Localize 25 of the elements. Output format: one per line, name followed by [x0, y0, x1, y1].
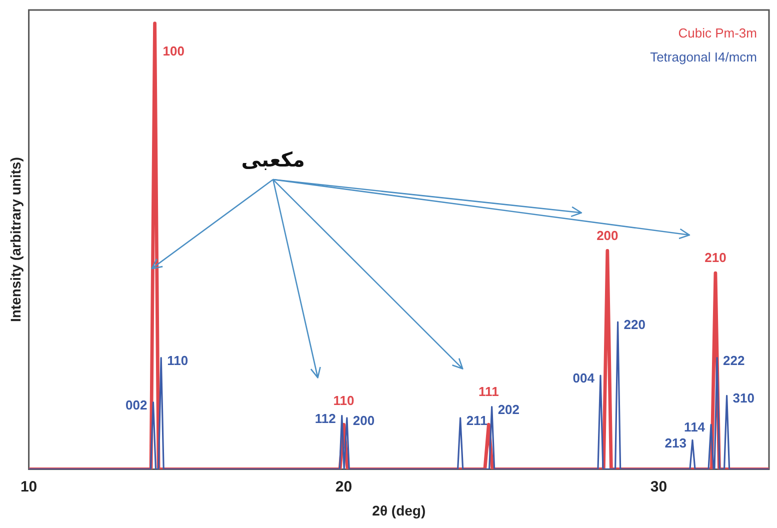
x-axis-title: 2θ (deg) — [372, 502, 426, 518]
annotation: 213 — [664, 435, 686, 450]
annotation: 200 — [352, 413, 375, 428]
text: Tetragonal I4/mcm — [650, 50, 757, 65]
annotation: 114 — [684, 420, 706, 435]
annotation: 210 — [704, 250, 726, 266]
annotation: 200 — [596, 228, 618, 243]
annotation: 004 — [572, 370, 596, 386]
x-tick-label: 30 — [650, 478, 668, 496]
annotation: 100 — [162, 43, 184, 58]
annotation: 211 — [466, 413, 488, 428]
x-tick-label: 10 — [20, 478, 38, 496]
x-tick-label: 20 — [335, 478, 352, 496]
text: Cubic Pm-3m — [678, 26, 757, 41]
annotation: 111 — [478, 384, 499, 399]
annotation: 202 — [498, 402, 520, 417]
annotation: 112 — [314, 410, 336, 426]
annotation: 002 — [126, 397, 148, 412]
annotation: 220 — [624, 317, 646, 332]
annotation: 222 — [723, 352, 745, 368]
annotation: 110 — [333, 392, 354, 408]
annotation: مکعبی — [241, 148, 305, 172]
annotation: 310 — [732, 390, 754, 406]
y-axis-title: Intensity (arbitrary units) — [7, 157, 24, 322]
annotation: 110 — [167, 352, 188, 368]
